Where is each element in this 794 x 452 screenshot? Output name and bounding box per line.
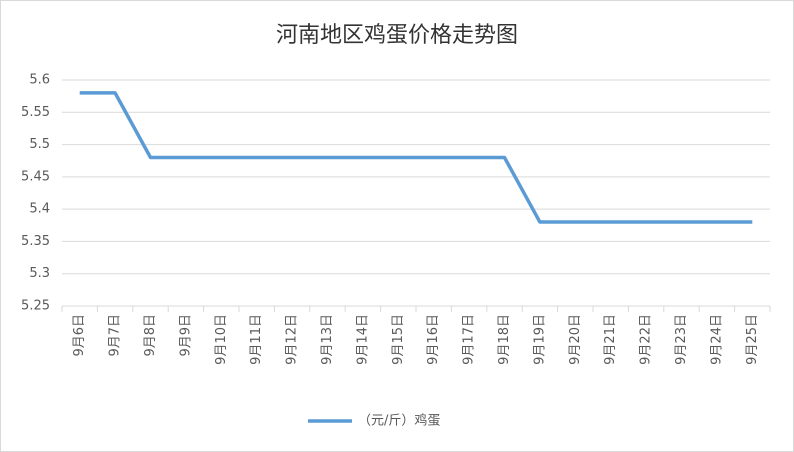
x-tick-label: 9月14日 xyxy=(355,314,370,365)
x-tick-label: 9月13日 xyxy=(320,314,335,365)
x-tick-label: 9月22日 xyxy=(639,314,654,365)
x-tick-label: 9月9日 xyxy=(178,314,193,357)
x-tick-label: 9月10日 xyxy=(214,314,229,365)
x-tick-label: 9月16日 xyxy=(426,314,441,365)
y-tick-label: 5.35 xyxy=(21,234,50,249)
x-tick-label: 9月11日 xyxy=(249,314,264,365)
x-tick-label: 9月20日 xyxy=(568,314,583,365)
y-tick-label: 5.45 xyxy=(21,169,50,184)
x-tick-label: 9月23日 xyxy=(674,314,689,365)
x-tick-label: 9月18日 xyxy=(497,314,512,365)
x-tick-label: 9月12日 xyxy=(285,314,300,365)
x-tick-label: 9月8日 xyxy=(143,314,158,357)
y-tick-label: 5.25 xyxy=(21,299,50,314)
y-tick-label: 5.4 xyxy=(29,202,50,217)
line-series xyxy=(79,91,753,224)
x-tick-label: 9月15日 xyxy=(391,314,406,365)
legend-label: （元/斤）鸡蛋 xyxy=(358,413,440,429)
x-tick-label: 9月19日 xyxy=(532,314,547,365)
y-tick-label: 5.6 xyxy=(29,73,50,88)
x-tick-label: 9月21日 xyxy=(603,314,618,365)
x-tick-label: 9月25日 xyxy=(745,314,760,365)
chart-title: 河南地区鸡蛋价格走势图 xyxy=(276,23,518,48)
x-tick-label: 9月17日 xyxy=(462,314,477,365)
x-tick-label: 9月6日 xyxy=(72,314,87,357)
y-tick-label: 5.55 xyxy=(21,105,50,120)
y-tick-label: 5.3 xyxy=(29,266,50,281)
y-tick-label: 5.5 xyxy=(29,137,50,152)
x-tick-label: 9月24日 xyxy=(709,314,724,365)
x-tick-label: 9月7日 xyxy=(108,314,123,357)
